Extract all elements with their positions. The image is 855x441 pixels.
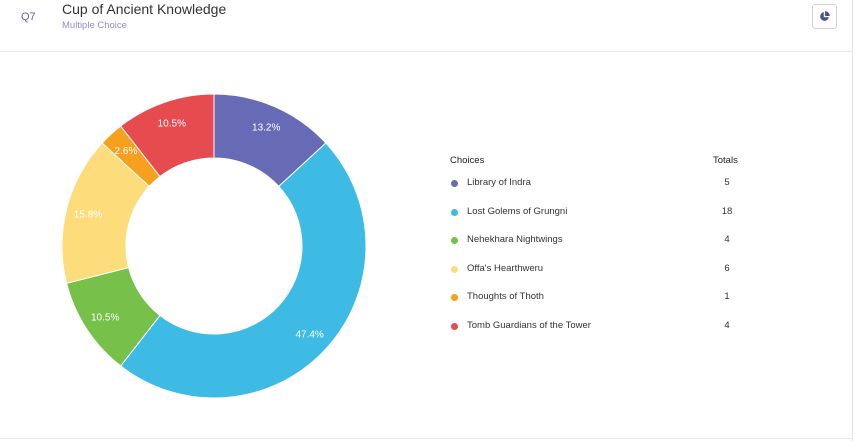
legend-choice-label: Library of Indra <box>467 177 531 188</box>
donut-chart: 13.2% 47.4% 10.5% 15.8% 2.6% 10.5% <box>61 93 367 399</box>
totals-header: Totals <box>713 155 738 166</box>
pie-chart-icon <box>820 11 830 21</box>
legend-total-value: 1 <box>724 291 730 302</box>
choices-header: Choices <box>450 155 485 166</box>
legend-color-swatch <box>451 237 458 244</box>
slice-percent-label-0: 13.2% <box>252 122 280 133</box>
legend-total-value: 5 <box>724 177 730 188</box>
legend-item[interactable]: Library of Indra 5 <box>450 170 770 199</box>
legend-total-value: 4 <box>724 319 730 331</box>
slice-percent-label-4: 2.6% <box>115 146 138 157</box>
question-number: Q7 <box>21 11 36 23</box>
legend-color-swatch <box>451 208 458 216</box>
legend-choice-label: Tomb Guardians of the Tower <box>467 319 591 331</box>
legend-choice-label: Nehekhara Nightwings <box>467 234 563 245</box>
slice-percent-label-3: 15.8% <box>74 210 102 221</box>
chart-legend: Choices Totals Library of Indra 5 Lost Gol… <box>450 152 770 341</box>
question-title: Cup of Ancient Knowledge <box>62 1 227 17</box>
donut-slice-5[interactable] <box>119 93 215 178</box>
question-header: Q7 Cup of Ancient Knowledge Multiple Cho… <box>0 0 853 52</box>
legend-color-swatch <box>451 180 458 187</box>
legend-color-swatch <box>451 294 458 301</box>
donut-slice-1[interactable] <box>119 142 367 399</box>
legend-color-swatch <box>451 322 458 330</box>
question-type: Multiple Choice <box>62 20 127 31</box>
legend-total-value: 18 <box>721 205 733 217</box>
legend-item[interactable]: Tomb Guardians of the Tower 4 <box>450 313 770 342</box>
legend-item[interactable]: Lost Golems of Grungni 18 <box>450 199 770 228</box>
scrollbar-edge <box>852 0 853 441</box>
legend-choice-label: Offa's Hearthweru <box>467 262 544 274</box>
legend-color-swatch <box>451 265 458 273</box>
slice-percent-label-5: 10.5% <box>158 119 186 130</box>
card-bottom-divider <box>0 438 853 439</box>
legend-choice-label: Thoughts of Thoth <box>467 291 544 302</box>
legend-total-value: 4 <box>724 234 730 245</box>
legend-item[interactable]: Thoughts of Thoth 1 <box>450 284 770 313</box>
legend-rows: Library of Indra 5 Lost Golems of Grungni 1… <box>450 170 770 341</box>
legend-total-value: 6 <box>724 262 730 274</box>
legend-header: Choices Totals <box>450 152 770 170</box>
chart-type-button[interactable] <box>812 4 837 29</box>
slice-percent-label-2: 10.5% <box>91 313 119 324</box>
legend-item[interactable]: Offa's Hearthweru 6 <box>450 256 770 285</box>
legend-choice-label: Lost Golems of Grungni <box>467 205 568 217</box>
slice-percent-label-1: 47.4% <box>295 330 323 341</box>
legend-item[interactable]: Nehekhara Nightwings 4 <box>450 227 770 256</box>
